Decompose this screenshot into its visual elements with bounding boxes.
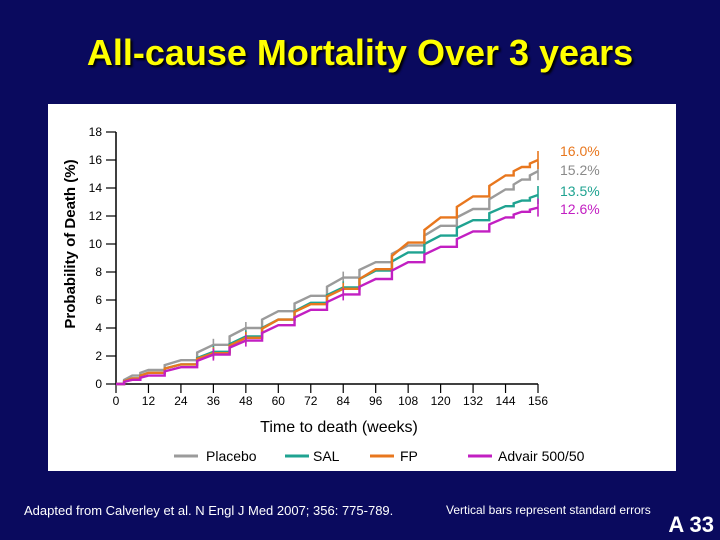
x-tick-label: 108	[398, 394, 418, 408]
legend-entry: FP	[400, 448, 418, 464]
slide-title: All-cause Mortality Over 3 years	[86, 32, 634, 73]
end-value-label: 12.6%	[560, 201, 600, 217]
y-tick-label: 12	[89, 209, 103, 223]
y-tick-label: 14	[89, 181, 103, 195]
y-tick-label: 2	[95, 349, 102, 363]
legend-entry: SAL	[313, 448, 340, 464]
slide-number: A 33	[668, 512, 714, 537]
y-tick-label: 6	[95, 293, 102, 307]
chart-series-lines	[116, 158, 539, 386]
chart-error-bars	[212, 151, 539, 361]
x-tick-label: 0	[113, 394, 120, 408]
series-line-fp	[116, 158, 539, 386]
x-axis-label: Time to death (weeks)	[260, 419, 418, 436]
x-tick-label: 144	[496, 394, 516, 408]
y-tick-label: 0	[95, 377, 102, 391]
x-tick-label: 156	[528, 394, 548, 408]
y-tick-label: 4	[95, 321, 102, 335]
x-tick-label: 120	[431, 394, 451, 408]
chart-end-labels: 16.0% 15.2% 13.5% 12.6%	[560, 143, 600, 217]
x-tick-label: 72	[304, 394, 318, 408]
y-axis-label: Probability of Death (%)	[62, 159, 79, 328]
end-value-label: 13.5%	[560, 183, 600, 199]
citation-footnote: Adapted from Calverley et al. N Engl J M…	[24, 503, 394, 518]
error-bars-footnote: Vertical bars represent standard errors	[446, 503, 651, 517]
series-line-advair-500-50	[116, 206, 539, 386]
x-tick-label: 60	[272, 394, 286, 408]
end-value-label: 15.2%	[560, 162, 600, 178]
legend-entry: Placebo	[206, 448, 257, 464]
x-tick-label: 96	[369, 394, 383, 408]
x-tick-label: 84	[337, 394, 351, 408]
y-tick-label: 18	[89, 125, 103, 139]
x-tick-label: 48	[239, 394, 253, 408]
y-tick-label: 10	[89, 237, 103, 251]
x-tick-label: 24	[174, 394, 188, 408]
legend-entry: Advair 500/50	[498, 448, 585, 464]
chart-panel: 0 2 4 6 8 10 12 14 16 18 0 12 24 36 48 60 72 84 96 108 120 13…	[48, 104, 676, 471]
x-tick-label: 12	[142, 394, 156, 408]
x-tick-label: 132	[463, 394, 483, 408]
series-line-placebo	[116, 170, 539, 386]
y-tick-label: 16	[89, 153, 103, 167]
x-tick-label: 36	[207, 394, 221, 408]
y-tick-label: 8	[95, 265, 102, 279]
chart-legend: Placebo SAL FP Advair 500/50	[174, 448, 585, 464]
end-value-label: 16.0%	[560, 143, 600, 159]
